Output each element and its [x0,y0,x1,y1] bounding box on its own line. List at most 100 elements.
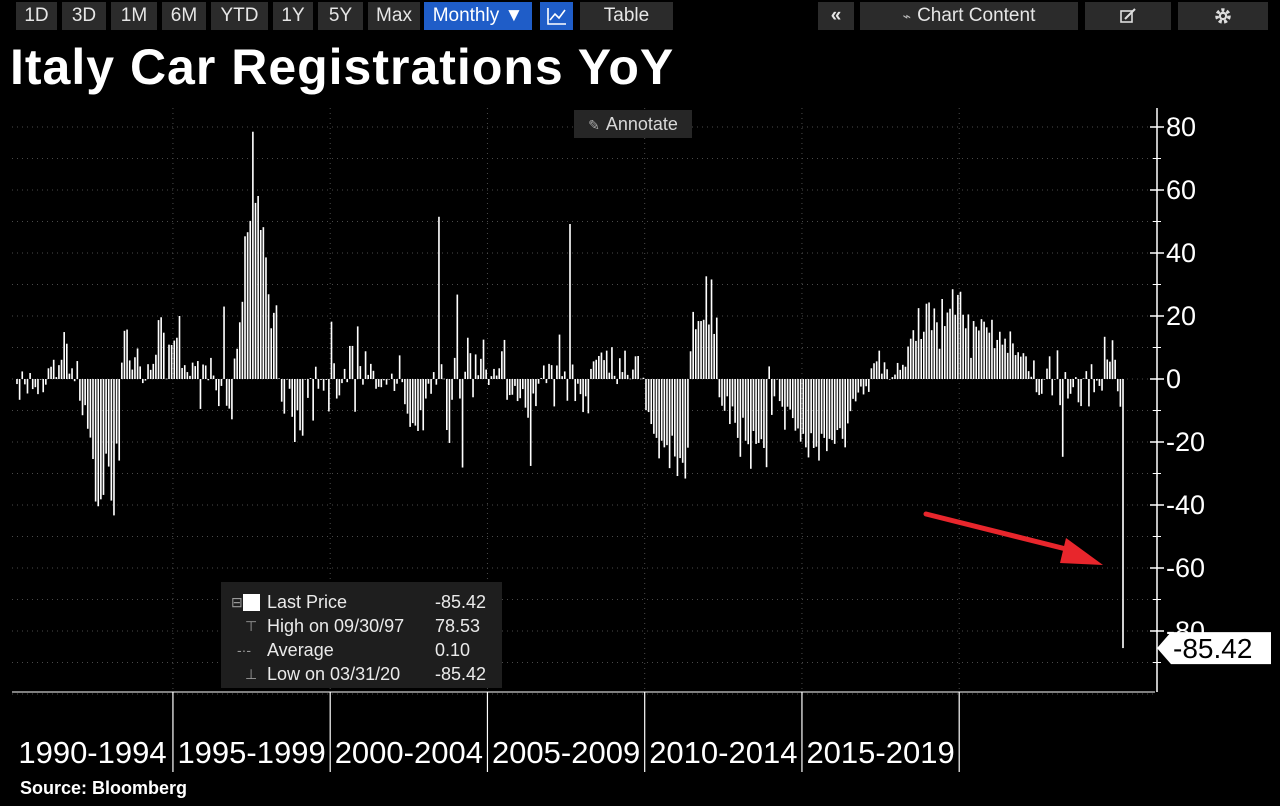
range-1d-button[interactable]: 1D [16,2,57,30]
range-max-button[interactable]: Max [368,2,420,30]
pencil-icon: ✎ [588,117,600,133]
bar [946,312,949,379]
bar [750,379,752,469]
bar [16,379,18,385]
bar [563,371,566,379]
bar [875,361,878,379]
bar [888,379,891,380]
bar [849,379,852,412]
bar [126,329,128,379]
bar [401,379,404,383]
bar [147,364,149,379]
bar [1116,379,1119,392]
bar [1022,353,1025,379]
bar [252,131,254,379]
bar [508,379,511,396]
bar [959,291,962,379]
source-note: Source: Bloomberg [20,778,188,798]
range-5y-button[interactable]: 5Y [318,2,363,30]
legend-row-high: ⊤ High on 09/30/97 78.53 [221,614,502,638]
bar [579,379,582,395]
bar [425,379,427,399]
red-arrow-annotation [923,511,1103,565]
bar [925,303,928,379]
bar [136,348,139,379]
bar [79,379,81,401]
bar [535,379,537,407]
bar [262,227,265,379]
bar [215,379,217,391]
bar [933,308,936,379]
frequency-dropdown[interactable]: Monthly ▼ [424,2,532,30]
bar [857,379,860,393]
bar [899,369,902,379]
bar [700,321,702,379]
bar [721,379,723,406]
bar [723,379,726,411]
bar [254,202,257,379]
range-1y-button[interactable]: 1Y [273,2,313,30]
line-chart-icon[interactable] [540,2,573,30]
bar [878,350,881,379]
chart-content-label: Chart Content [917,5,1036,26]
bar [705,276,708,379]
bar [637,356,639,379]
bar [553,379,556,407]
bar [26,379,29,394]
bar [503,339,506,379]
bar [314,366,317,379]
range-6m-button[interactable]: 6M [162,2,206,30]
bar [231,379,233,420]
bar [212,375,215,379]
bar [446,379,448,431]
bar [139,366,141,379]
bar [639,378,642,380]
bar [812,379,815,448]
bar [629,378,632,380]
bar [964,328,967,379]
range-ytd-button[interactable]: YTD [211,2,268,30]
edit-icon[interactable] [1085,2,1171,30]
bar [92,379,94,460]
settings-gear-icon[interactable] [1178,2,1268,30]
range-3d-button[interactable]: 3D [62,2,106,30]
bar [558,334,561,379]
bar [726,379,729,397]
low-marker-icon: ⊥ [245,666,258,682]
bar [456,294,459,379]
chart-content-button[interactable]: ⌁ Chart Content [860,2,1078,30]
bar [818,379,820,461]
bar [309,378,312,379]
bar [244,236,246,379]
bar [962,314,964,379]
bar [776,379,778,380]
last-value-callout: -85.42 [1157,632,1271,665]
bar [1111,340,1114,379]
bar [1056,350,1059,379]
annotate-button[interactable]: ✎ Annotate [574,110,692,138]
bar [480,358,482,379]
bar [107,379,110,467]
bar [393,379,396,391]
bar [438,216,440,379]
collapse-icon[interactable]: « [818,2,854,30]
bar [270,328,273,379]
x-period-label: 2005-2009 [492,735,640,770]
bar [760,379,763,440]
range-1m-button[interactable]: 1M [111,2,157,30]
bar [972,321,975,379]
bar [949,308,951,379]
bar [970,357,972,379]
bar [128,360,131,379]
collapse-box-icon[interactable]: ⊟ [231,594,243,610]
bar [653,379,655,434]
bar [739,379,742,457]
bar [493,368,495,379]
bar [694,329,697,379]
y-tick-label: -40 [1166,490,1205,520]
bar [121,362,123,379]
table-button[interactable]: Table [580,2,673,30]
bar [453,357,456,379]
bar [301,379,304,436]
bar [375,379,377,389]
